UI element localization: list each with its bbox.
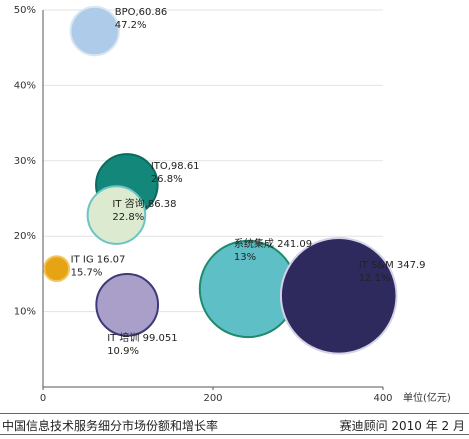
bubble-label-rate: 10.9%	[107, 346, 139, 357]
bubble	[43, 255, 71, 283]
bubble-label-rate: 47.2%	[115, 20, 147, 31]
bubble	[279, 236, 398, 355]
y-tick-label: 20%	[14, 231, 36, 242]
bubble	[95, 272, 160, 337]
x-axis-label: 单位(亿元)	[403, 391, 451, 404]
bubble	[86, 185, 147, 245]
bubble-label-rate: 13%	[234, 252, 256, 263]
bubble-label-rate: 26.8%	[151, 174, 183, 185]
bubble	[69, 5, 120, 57]
bubble-label-name: IT S&M 347.9	[359, 260, 426, 271]
bubble-label-name: IT IG 16.07	[71, 255, 126, 266]
bubble-label-name: BPO,60.86	[115, 7, 168, 18]
bubbles	[43, 5, 398, 355]
figure-caption: 中国信息技术服务细分市场份额和增长率 赛迪顾问 2010 年 2 月	[0, 413, 469, 435]
y-tick-label: 10%	[14, 307, 36, 318]
axes	[42, 10, 384, 390]
bubble-label-name: IT 咨询,86.38	[112, 197, 176, 210]
x-tick-label: 0	[40, 393, 46, 404]
bubble-label-rate: 12.1%	[359, 273, 391, 284]
caption-title: 中国信息技术服务细分市场份额和增长率	[2, 419, 219, 433]
bubble-label-name: 系统集成 241.09	[234, 237, 312, 250]
y-tick-label: 30%	[14, 156, 36, 167]
y-tick-label: 50%	[14, 5, 36, 16]
bubble-label-name: IT 培训 99.051	[107, 331, 177, 344]
y-axis-ticks: 10% 20% 30% 40% 50%	[14, 5, 36, 318]
bubble-chart: 10% 20% 30% 40% 50% 0 200 400 BPO,60.86 47.2% IT…	[14, 5, 451, 404]
bubble-label-rate: 22.8%	[112, 212, 144, 223]
x-axis-ticks: 0 200 400	[40, 393, 393, 404]
bubble-label-rate: 15.7%	[71, 268, 103, 279]
caption-source: 赛迪顾问 2010 年 2 月	[339, 419, 465, 433]
bubble-labels: BPO,60.86 47.2% ITO,98.61 26.8% IT 咨询,86.38 2…	[71, 7, 426, 357]
bubble-label-name: ITO,98.61	[151, 161, 200, 172]
x-tick-label: 200	[203, 393, 222, 404]
y-tick-label: 40%	[14, 80, 36, 91]
x-tick-label: 400	[373, 393, 392, 404]
